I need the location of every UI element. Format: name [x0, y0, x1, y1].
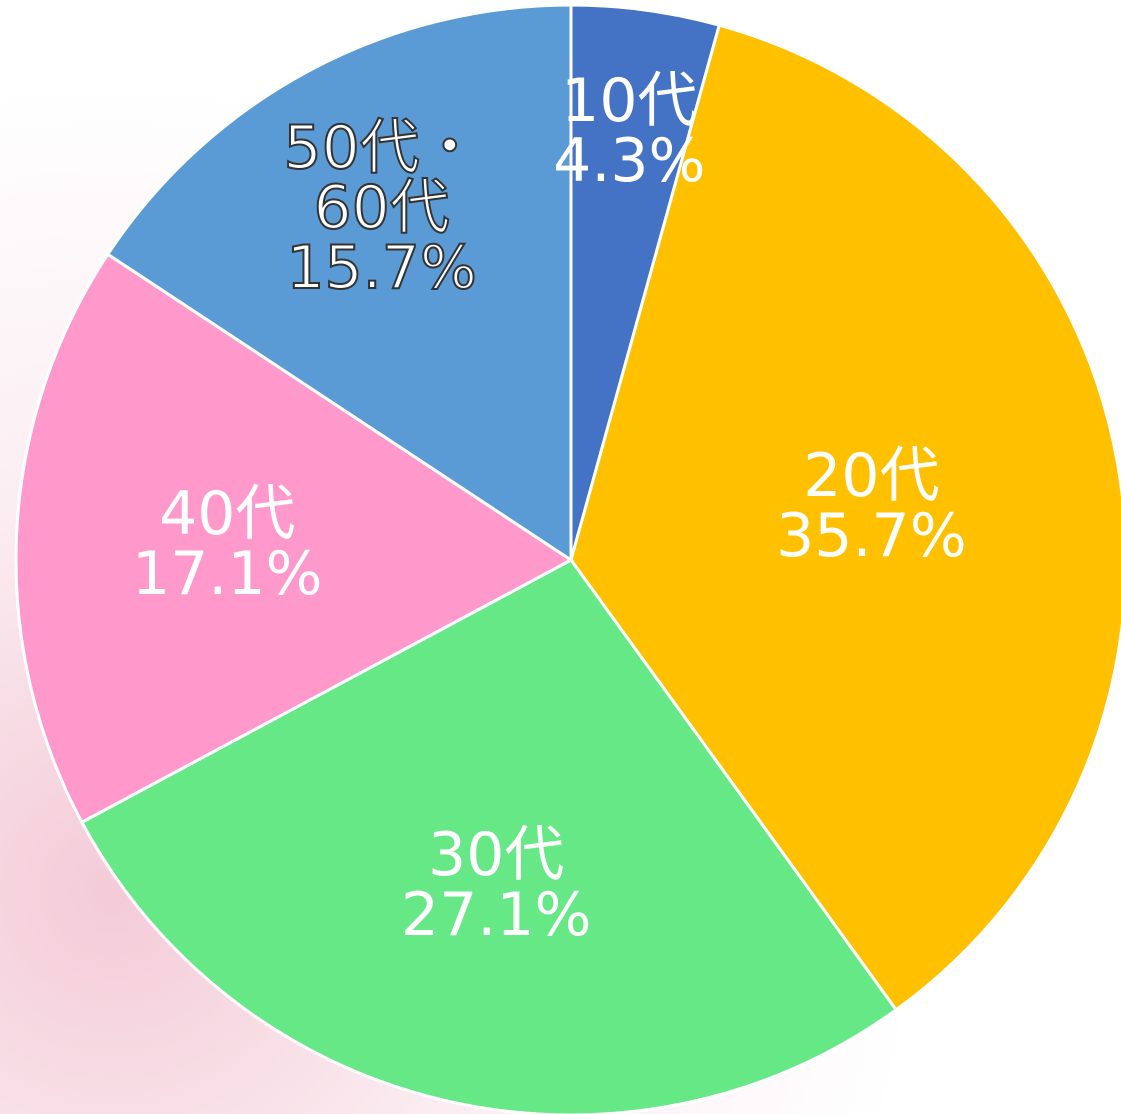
- value-label: 27.1%: [401, 885, 592, 945]
- value-label: 35.7%: [776, 506, 967, 566]
- category-label: 40代: [132, 484, 323, 544]
- value-label: 15.7%: [247, 238, 517, 298]
- category-label: 20代: [776, 446, 967, 506]
- value-label: 4.3%: [553, 131, 705, 191]
- value-label: 17.1%: [132, 544, 323, 604]
- category-label: 50代・60代: [247, 118, 517, 238]
- category-label: 10代: [553, 71, 705, 131]
- chart: 10代4.3% 20代35.7% 30代27.1% 40代17.1% 50代・60代15…: [0, 0, 1121, 1114]
- category-label: 30代: [401, 825, 592, 885]
